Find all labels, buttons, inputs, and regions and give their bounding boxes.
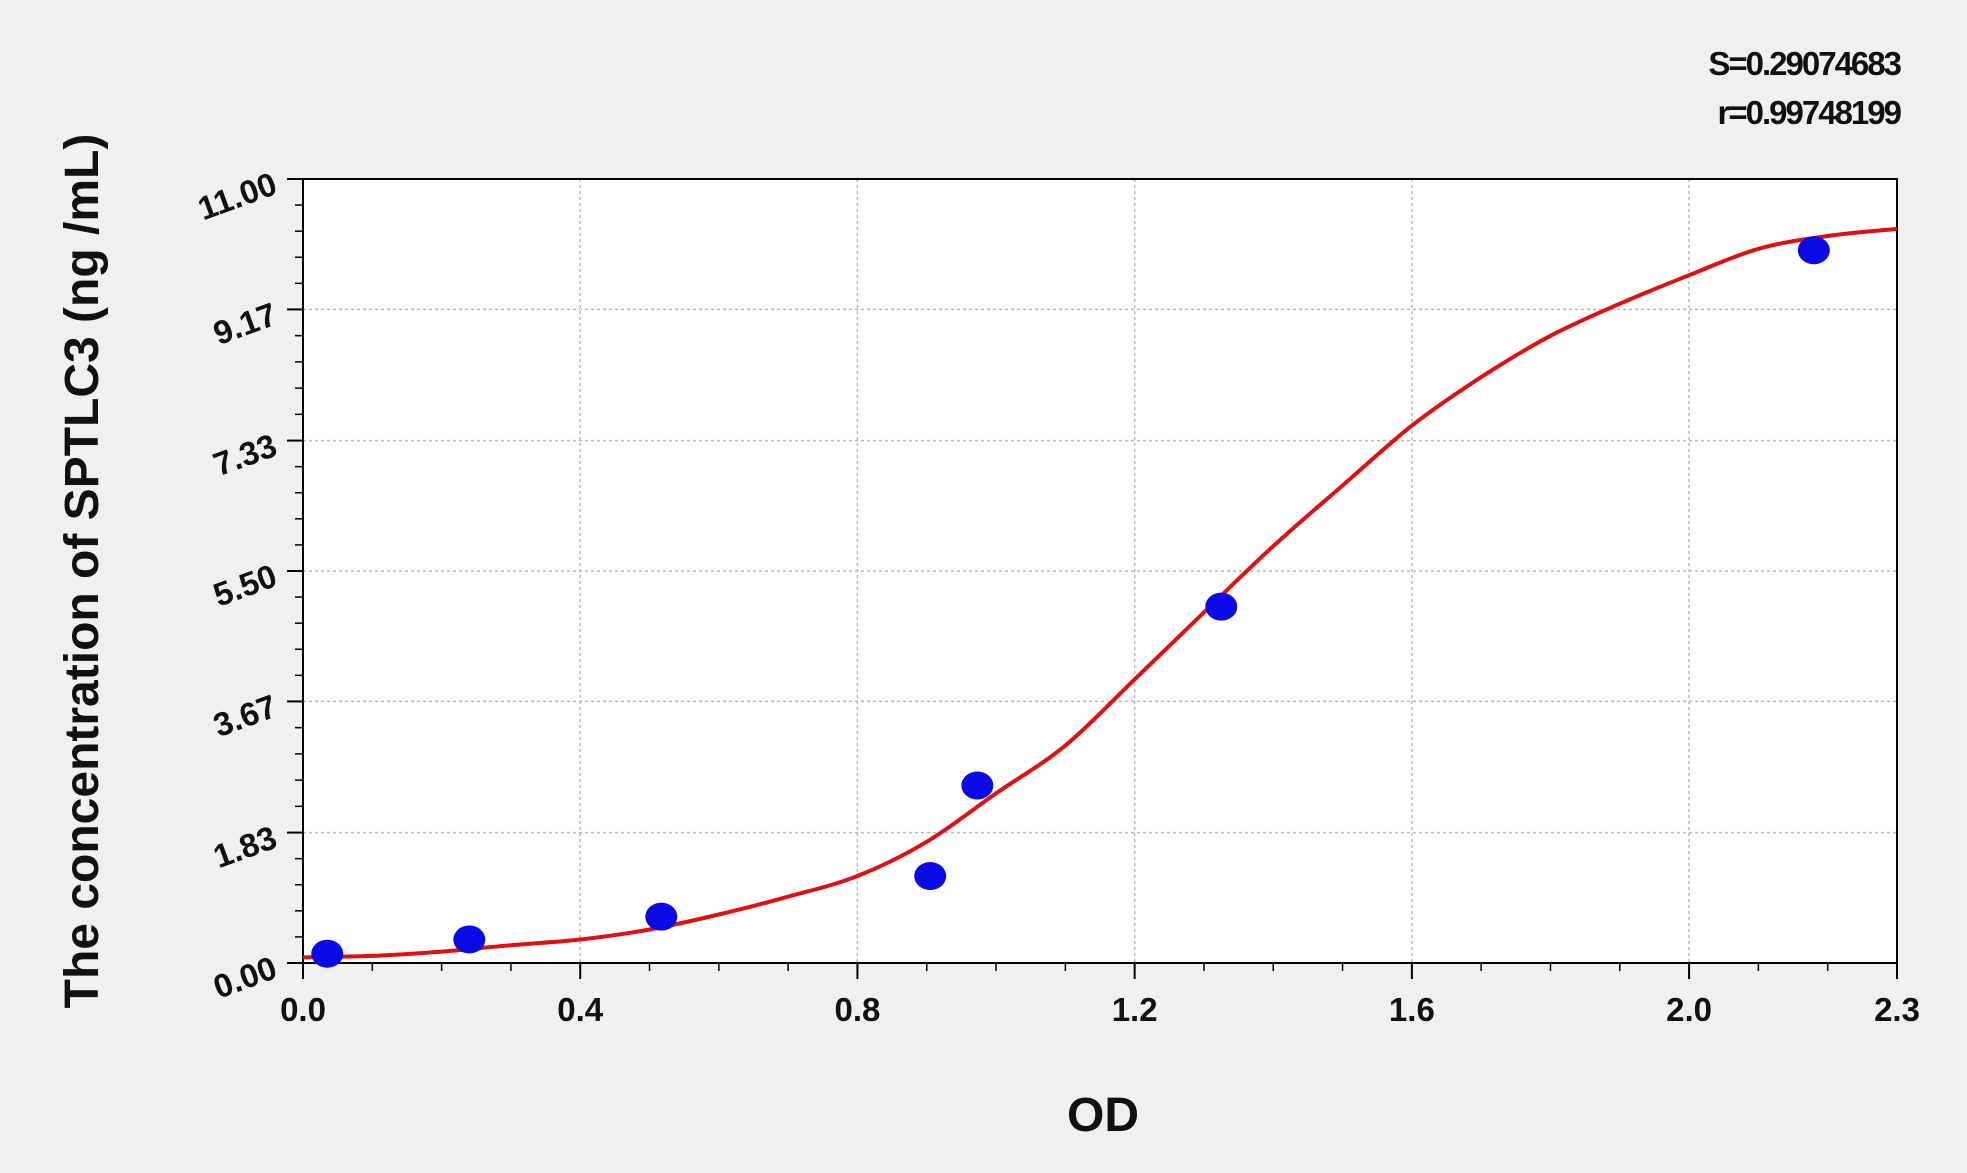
- x-tick-label: 2.0: [1666, 991, 1712, 1028]
- data-point: [961, 771, 994, 800]
- x-tick-label: 1.2: [1112, 991, 1158, 1028]
- stat-r-value: r=0.99748199: [1718, 94, 1902, 131]
- x-tick-labels: 0.0 0.4 0.8 1.2 1.6 2.0 2.3: [280, 991, 1920, 1028]
- data-point: [453, 925, 486, 954]
- x-tick-label: 0.8: [834, 991, 880, 1028]
- x-tick-label: 0.4: [557, 991, 604, 1028]
- data-point: [1205, 592, 1238, 621]
- x-axis-title: OD: [1067, 1089, 1139, 1142]
- axis-ticks: [287, 178, 1898, 979]
- plot-frame: [302, 178, 1898, 964]
- x-tick-label: 0.0: [280, 991, 326, 1028]
- plot-area: [303, 179, 1897, 963]
- fitted-curve: [302, 226, 1898, 960]
- stat-s-value: S=0.29074683: [1708, 45, 1901, 82]
- gridlines: [303, 179, 1897, 963]
- data-point: [1797, 236, 1830, 265]
- x-tick-label: 2.3: [1874, 991, 1920, 1028]
- data-point: [914, 862, 947, 891]
- data-points: [311, 236, 1830, 968]
- data-point: [645, 902, 678, 931]
- y-axis-title: The concentration of SPTLC3 (ng /mL): [56, 134, 109, 1009]
- x-tick-label: 1.6: [1389, 991, 1435, 1028]
- data-point: [311, 939, 344, 968]
